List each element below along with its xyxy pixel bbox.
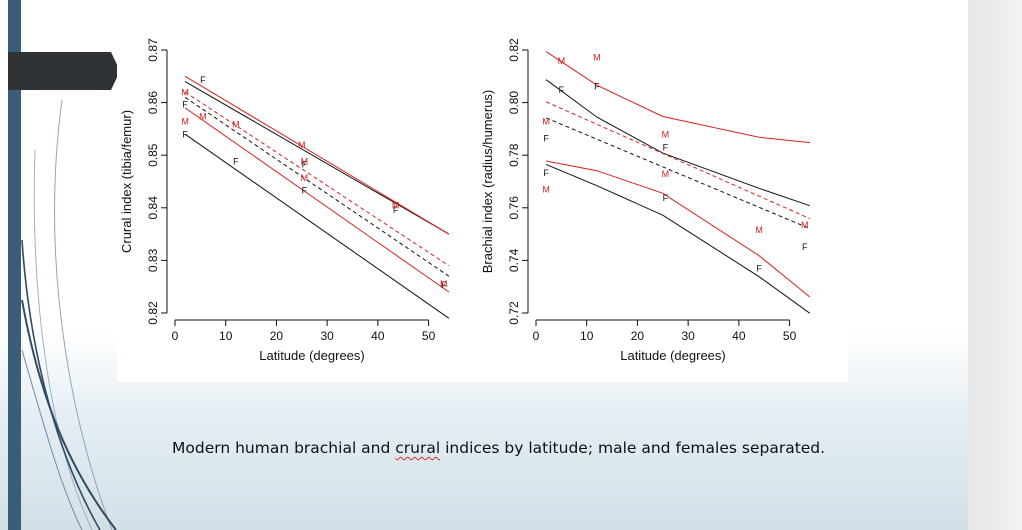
series-line-male-fit [545, 101, 811, 220]
data-point-male: M [232, 120, 240, 130]
data-point-female: F [182, 130, 188, 140]
y-tick-label: 0.82 [507, 38, 521, 62]
series-line-female-lower-bound [184, 133, 450, 319]
series-line-female-upper-bound [545, 79, 811, 207]
chart-crural: 0 10 20 30 40 50 Latitude (degrees) 0.82 0.83 0.8… [119, 38, 450, 363]
data-point-female: F [233, 157, 239, 167]
data-point-female: F [559, 85, 565, 95]
decorative-curves [21, 99, 117, 530]
x-tick-label: 10 [219, 329, 233, 343]
decor-curve [33, 149, 93, 530]
caption-misspelled-word: crural [395, 439, 441, 457]
data-point-female: F [200, 75, 206, 85]
x-axis-title: Latitude (degrees) [620, 348, 726, 363]
x-tick-label: 30 [681, 329, 695, 343]
data-point-male: M [542, 185, 550, 195]
series-line-male-fit [184, 91, 450, 267]
x-tick-label: 40 [371, 329, 385, 343]
data-point-male: M [440, 279, 448, 289]
x-tick-label: 20 [631, 329, 645, 343]
x-axis-title: Latitude (degrees) [259, 348, 365, 363]
decor-curve [21, 299, 117, 530]
figure-caption: Modern human brachial and crural indices… [172, 439, 952, 457]
data-point-female: F [182, 100, 188, 110]
chart-brachial: 0 10 20 30 40 50 Latitude (degrees) 0.72 0.74 0.7… [480, 38, 811, 363]
data-point-female: F [802, 242, 808, 252]
data-point-female: F [663, 143, 669, 153]
series-line-male-lower-bound [184, 107, 450, 293]
data-point-female: F [543, 168, 549, 178]
y-tick-label: 0.86 [146, 91, 160, 115]
x-tick-label: 40 [732, 329, 746, 343]
series-line-female-lower-bound [545, 163, 811, 314]
y-axis-title: Brachial index (radius/humerus) [480, 90, 495, 274]
caption-text-start: Modern human brachial and [172, 439, 396, 457]
y-axis-title: Crural index (tibia/femur) [119, 110, 134, 253]
y-tick-label: 0.83 [146, 248, 160, 272]
data-point-male: M [181, 117, 189, 127]
x-tick-label: 0 [533, 329, 540, 343]
data-point-male: M [181, 88, 189, 98]
data-point-female: F [393, 205, 399, 215]
data-point-male: M [558, 56, 566, 66]
decor-curve [54, 99, 113, 530]
caption-text-end: indices by latitude; male and females se… [440, 439, 826, 457]
data-point-male: M [662, 169, 670, 179]
x-tick-label: 50 [783, 329, 797, 343]
y-tick-label: 0.72 [507, 301, 521, 325]
decor-curve [21, 349, 83, 530]
y-tick-label: 0.76 [507, 196, 521, 220]
y-tick-label: 0.74 [507, 248, 521, 272]
slide-tab-arrow [8, 52, 120, 90]
series-line-male-lower-bound [546, 160, 811, 298]
x-tick-label: 10 [580, 329, 594, 343]
series-line-male-upper-bound [184, 75, 450, 235]
x-tick-label: 30 [320, 329, 334, 343]
window-right-gutter [968, 0, 1022, 530]
charts-svg: 0 10 20 30 40 50 Latitude (degrees) 0.82 0.83 0.8… [119, 38, 811, 363]
data-point-female: F [756, 264, 762, 274]
y-tick-label: 0.78 [507, 143, 521, 167]
series-line-female-upper-bound [184, 81, 450, 235]
data-point-female: F [543, 133, 549, 143]
data-point-male: M [392, 201, 400, 211]
series-line-female-fit [545, 117, 811, 230]
data-point-female: F [302, 160, 308, 170]
series-line-female-fit [184, 96, 450, 277]
data-point-male: M [301, 157, 309, 167]
y-tick-label: 0.87 [146, 38, 160, 62]
data-point-male: M [593, 53, 601, 63]
data-point-male: M [755, 225, 763, 235]
data-point-female: F [302, 185, 308, 195]
data-point-female: F [594, 81, 600, 91]
data-point-male: M [301, 173, 309, 183]
data-point-male: M [298, 140, 306, 150]
x-tick-label: 0 [172, 329, 179, 343]
data-point-female: F [663, 193, 669, 203]
figure-panel: 0 10 20 30 40 50 Latitude (degrees) 0.82 0.83 0.8… [117, 34, 848, 382]
y-tick-label: 0.85 [146, 143, 160, 167]
y-tick-label: 0.82 [146, 301, 160, 325]
y-tick-label: 0.84 [146, 196, 160, 220]
data-point-male: M [662, 130, 670, 140]
y-tick-label: 0.80 [507, 91, 521, 115]
data-point-female: F [441, 280, 447, 290]
decor-curve [21, 239, 101, 530]
x-tick-label: 20 [270, 329, 284, 343]
data-point-male: M [801, 220, 809, 230]
data-point-male: M [199, 111, 207, 121]
data-point-male: M [542, 116, 550, 126]
slide-background: 0 10 20 30 40 50 Latitude (degrees) 0.82 0.83 0.8… [0, 0, 968, 530]
left-accent-bar [8, 0, 21, 530]
series-line-male-upper-bound [545, 51, 810, 144]
x-tick-label: 50 [422, 329, 436, 343]
